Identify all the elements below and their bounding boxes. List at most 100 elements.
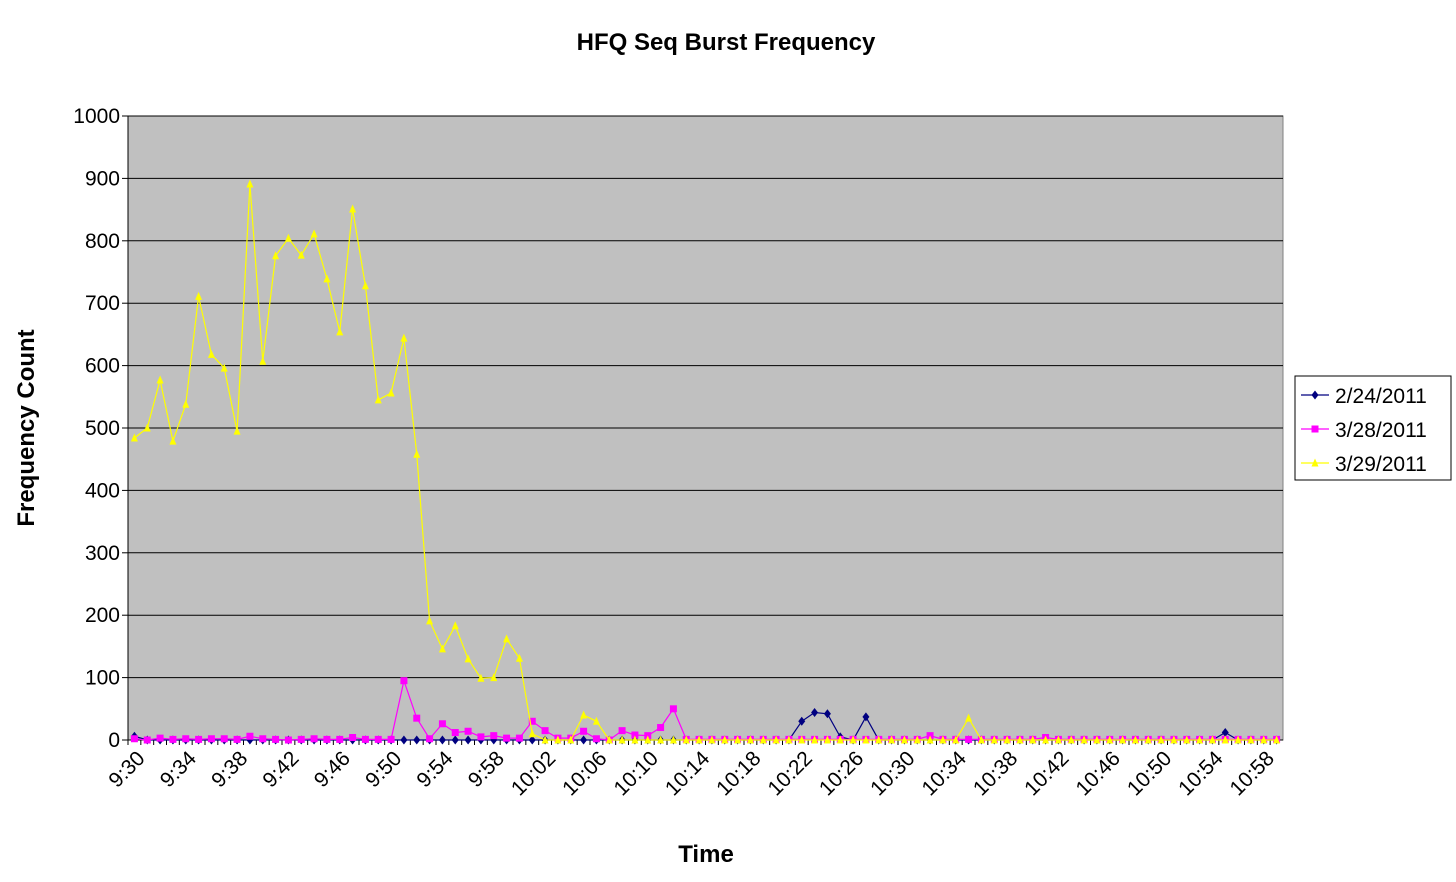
data-point bbox=[246, 732, 254, 740]
data-point bbox=[823, 735, 831, 744]
x-axis-title: Time bbox=[678, 841, 734, 868]
data-point bbox=[541, 735, 549, 744]
data-point bbox=[1234, 735, 1242, 744]
x-tick-label: 10:50 bbox=[1123, 747, 1176, 800]
data-point bbox=[426, 735, 434, 743]
data-point bbox=[695, 735, 703, 744]
data-point bbox=[374, 735, 382, 743]
data-point bbox=[246, 179, 254, 188]
data-point bbox=[657, 735, 665, 744]
data-point bbox=[657, 724, 665, 732]
data-point bbox=[195, 735, 203, 743]
data-point bbox=[888, 735, 896, 744]
data-point bbox=[1067, 735, 1075, 744]
x-tick-label: 9:46 bbox=[310, 747, 355, 792]
data-point bbox=[554, 735, 562, 744]
x-tick-label: 10:14 bbox=[661, 747, 715, 801]
data-point bbox=[592, 735, 600, 743]
data-point bbox=[952, 735, 960, 744]
data-point bbox=[272, 735, 280, 743]
y-tick-label: 400 bbox=[85, 479, 120, 502]
data-point bbox=[990, 735, 998, 744]
data-point bbox=[464, 735, 472, 745]
data-point bbox=[490, 673, 498, 682]
data-point bbox=[297, 250, 305, 259]
data-point bbox=[759, 735, 767, 744]
data-point bbox=[169, 436, 177, 445]
data-point bbox=[336, 735, 344, 743]
data-point bbox=[1170, 735, 1178, 744]
data-point bbox=[413, 735, 421, 745]
data-point bbox=[503, 734, 511, 742]
data-point bbox=[156, 375, 164, 384]
data-point bbox=[438, 644, 446, 653]
data-point bbox=[1003, 735, 1011, 744]
data-point bbox=[284, 233, 292, 242]
data-point bbox=[836, 735, 844, 744]
data-point bbox=[503, 634, 511, 643]
chart-title: HFQ Seq Burst Frequency bbox=[577, 29, 876, 56]
data-point bbox=[477, 673, 485, 682]
data-point bbox=[207, 735, 215, 743]
data-point bbox=[464, 727, 472, 735]
data-point bbox=[361, 281, 369, 290]
data-point bbox=[220, 735, 228, 743]
data-point bbox=[182, 399, 190, 408]
y-tick-label: 100 bbox=[85, 667, 120, 690]
data-point bbox=[413, 714, 421, 722]
data-point bbox=[567, 735, 575, 744]
y-tick-label: 900 bbox=[85, 167, 120, 190]
data-point bbox=[361, 735, 369, 743]
x-tick-label: 10:02 bbox=[507, 747, 560, 800]
data-point bbox=[413, 449, 421, 458]
data-point bbox=[977, 735, 985, 744]
data-point bbox=[438, 720, 446, 728]
data-point bbox=[207, 349, 215, 358]
data-point bbox=[451, 621, 459, 630]
data-point bbox=[708, 735, 716, 744]
x-tick-label: 9:38 bbox=[207, 747, 252, 792]
legend-marker bbox=[1311, 425, 1319, 433]
data-point bbox=[220, 363, 228, 372]
x-tick-label: 10:38 bbox=[969, 747, 1022, 800]
x-tick-label: 10:42 bbox=[1020, 747, 1073, 800]
data-point bbox=[195, 291, 203, 300]
data-point bbox=[1157, 735, 1165, 744]
legend-marker bbox=[1311, 458, 1319, 467]
data-point bbox=[1119, 735, 1127, 744]
data-point bbox=[644, 735, 652, 744]
x-tick-label: 10:54 bbox=[1174, 747, 1228, 801]
data-point bbox=[849, 735, 857, 744]
series-line bbox=[134, 183, 1277, 741]
data-point bbox=[272, 251, 280, 260]
data-point bbox=[1029, 735, 1037, 744]
y-tick-label: 300 bbox=[85, 542, 120, 565]
legend-marker bbox=[1311, 390, 1319, 400]
data-point bbox=[451, 735, 459, 745]
data-point bbox=[682, 735, 690, 744]
data-point bbox=[965, 735, 973, 743]
data-point bbox=[349, 734, 357, 742]
data-point bbox=[811, 708, 819, 718]
data-point bbox=[143, 736, 151, 744]
data-point bbox=[1273, 735, 1281, 744]
data-point bbox=[387, 388, 395, 397]
x-tick-label: 10:22 bbox=[764, 747, 817, 800]
data-point bbox=[631, 731, 639, 739]
data-point bbox=[323, 274, 331, 283]
y-tick-label: 1000 bbox=[73, 105, 120, 128]
data-point bbox=[592, 716, 600, 725]
y-tick-label: 200 bbox=[85, 604, 120, 627]
x-tick-label: 10:34 bbox=[918, 747, 972, 801]
data-point bbox=[1131, 735, 1139, 744]
data-point bbox=[1196, 735, 1204, 744]
data-point bbox=[1221, 735, 1229, 744]
data-point bbox=[669, 735, 677, 744]
data-point bbox=[528, 729, 536, 738]
data-point bbox=[130, 735, 138, 743]
data-point bbox=[464, 654, 472, 663]
data-point bbox=[965, 713, 973, 722]
data-point bbox=[746, 735, 754, 744]
data-point bbox=[618, 735, 626, 744]
data-point bbox=[438, 735, 446, 745]
